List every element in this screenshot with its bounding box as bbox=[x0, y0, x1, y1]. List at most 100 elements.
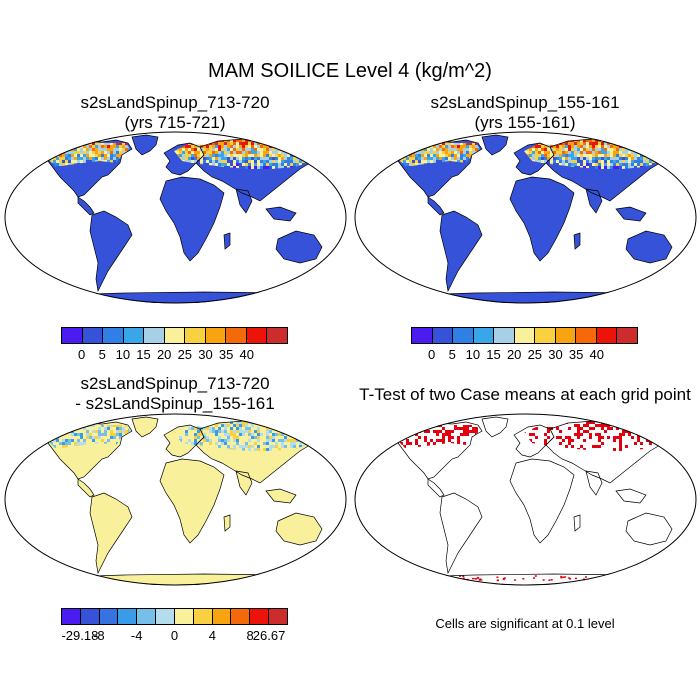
colorbar-diff bbox=[61, 608, 288, 625]
coastline bbox=[163, 142, 205, 176]
land-region bbox=[678, 259, 686, 273]
coastline bbox=[585, 470, 603, 496]
significance-note: Cells are significant at 0.1 level bbox=[435, 616, 615, 631]
map-frame bbox=[354, 413, 697, 586]
land-region bbox=[276, 231, 322, 263]
coastline bbox=[43, 421, 133, 480]
land-region bbox=[236, 189, 252, 213]
coastline bbox=[275, 512, 323, 546]
land-region bbox=[328, 259, 336, 273]
coastline bbox=[585, 188, 603, 214]
panel-title-case2-line1: s2sLandSpinup_155-161 bbox=[430, 93, 620, 112]
map-frame bbox=[4, 413, 347, 586]
colorbar-swatch bbox=[164, 328, 186, 343]
colorbar-tick-label: 0 bbox=[428, 347, 436, 362]
colorbar-swatch bbox=[432, 328, 454, 343]
panel-title-case1-line1: s2sLandSpinup_713-720 bbox=[80, 93, 270, 112]
land-region bbox=[482, 135, 508, 155]
colorbar-tick-label: 35 bbox=[218, 347, 234, 362]
colorbar-swatch bbox=[118, 609, 138, 624]
coastline bbox=[77, 478, 95, 498]
coastline bbox=[615, 488, 647, 504]
coastline bbox=[131, 416, 159, 438]
coastline bbox=[513, 142, 555, 176]
colorbar-swatch bbox=[144, 328, 165, 343]
map-frame bbox=[4, 131, 347, 304]
colorbar-tick-label: 15 bbox=[486, 347, 501, 362]
colorbar-swatch bbox=[193, 609, 213, 624]
colorbar-swatch bbox=[453, 328, 474, 343]
land-region bbox=[224, 233, 230, 249]
colorbar-swatch bbox=[596, 328, 618, 343]
colorbar-tick-label: 4 bbox=[208, 628, 216, 643]
colorbar-swatch bbox=[412, 328, 433, 343]
colorbar-swatch bbox=[473, 328, 495, 343]
map-case1 bbox=[4, 131, 347, 304]
colorbar-tick-label: 0 bbox=[78, 347, 86, 362]
land-region bbox=[678, 541, 686, 555]
colorbar-swatch bbox=[617, 328, 638, 343]
coastline bbox=[43, 139, 133, 198]
coastline bbox=[509, 458, 575, 544]
antarctica-region bbox=[54, 292, 324, 303]
colorbar-swatch bbox=[576, 328, 597, 343]
colorbar-swatch bbox=[231, 609, 251, 624]
colorbar-tick-label: 25 bbox=[177, 347, 193, 362]
colorbar-swatch bbox=[185, 328, 206, 343]
antarctica-region bbox=[54, 574, 324, 585]
colorbar-tick-label: 35 bbox=[568, 347, 584, 362]
colorbar-swatch bbox=[514, 328, 536, 343]
coastline bbox=[393, 421, 483, 480]
coastline bbox=[439, 492, 483, 575]
coastline bbox=[393, 139, 483, 198]
land-region bbox=[428, 197, 444, 215]
coastline bbox=[163, 424, 205, 458]
land-region bbox=[586, 471, 602, 495]
colorbar-swatch bbox=[99, 609, 119, 624]
map-case2 bbox=[354, 131, 697, 304]
colorbar-case1 bbox=[61, 327, 288, 344]
panel-title-case1: s2sLandSpinup_713-720 (yrs 715-721) bbox=[20, 93, 330, 133]
colorbar-case2 bbox=[411, 327, 638, 344]
colorbar-tick-label: 10 bbox=[465, 347, 481, 362]
colorbar-tick-label: -29.18 bbox=[61, 628, 99, 643]
figure-title: MAM SOILICE Level 4 (kg/m^2) bbox=[208, 60, 492, 82]
colorbar-swatch bbox=[103, 328, 124, 343]
map-ttest bbox=[354, 413, 697, 586]
coastline bbox=[327, 258, 337, 274]
coastline bbox=[615, 206, 647, 222]
colorbar-swatch bbox=[267, 328, 288, 343]
colorbar-swatch bbox=[205, 328, 227, 343]
coastline bbox=[235, 188, 253, 214]
coastline bbox=[223, 232, 231, 250]
coastline bbox=[159, 458, 225, 544]
colorbar-tick-label: 10 bbox=[115, 347, 131, 362]
coastline bbox=[223, 514, 231, 532]
coastline bbox=[677, 258, 687, 274]
colorbar-tick-label: 40 bbox=[239, 347, 254, 362]
land-region bbox=[510, 177, 574, 261]
land-region bbox=[328, 541, 336, 555]
land-region bbox=[78, 197, 94, 215]
land-region bbox=[574, 233, 580, 249]
coastline bbox=[402, 573, 675, 586]
land-region bbox=[236, 471, 252, 495]
colorbar-swatch bbox=[250, 609, 270, 624]
panel-title-case1-line2: (yrs 715-721) bbox=[124, 113, 226, 132]
antarctica-region bbox=[404, 292, 674, 303]
land-region bbox=[626, 513, 672, 545]
land-region bbox=[78, 479, 94, 497]
land-region bbox=[428, 479, 444, 497]
land-region bbox=[132, 135, 158, 155]
coastline bbox=[77, 196, 95, 216]
coastline bbox=[265, 206, 297, 222]
colorbar-swatch bbox=[174, 609, 194, 624]
colorbar-swatch bbox=[137, 609, 157, 624]
coastline bbox=[625, 230, 673, 264]
colorbar-swatch bbox=[82, 328, 104, 343]
colorbar-swatch bbox=[535, 328, 556, 343]
colorbar-swatch bbox=[246, 328, 268, 343]
coastline bbox=[427, 196, 445, 216]
coastline bbox=[275, 230, 323, 264]
map-diff bbox=[4, 413, 347, 586]
